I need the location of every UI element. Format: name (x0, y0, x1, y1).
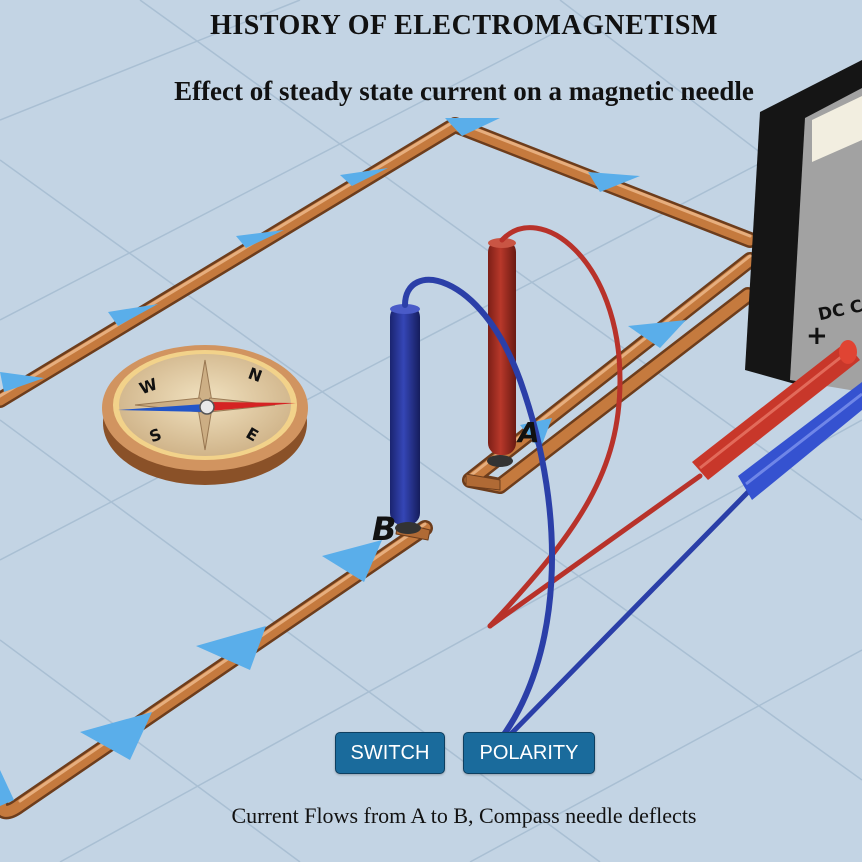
red-lead-wire (487, 225, 623, 629)
current-arrow (0, 372, 44, 392)
terminal-a-label: A (516, 416, 540, 449)
page-subtitle: Effect of steady state current on a magn… (174, 76, 754, 106)
current-arrow (322, 540, 382, 582)
copper-wire-loop (0, 117, 758, 820)
current-arrow (80, 712, 152, 760)
page-title: HISTORY OF ELECTROMAGNETISM (210, 10, 718, 41)
current-arrow (236, 230, 284, 248)
red-lead-plug (692, 340, 860, 480)
compass-letter-w: W (137, 374, 160, 398)
red-terminal-rod (487, 238, 516, 467)
switch-button[interactable]: SWITCH (335, 732, 445, 774)
current-arrows (0, 118, 686, 806)
compass-letter-n: N (246, 364, 265, 386)
polarity-button[interactable]: POLARITY (463, 732, 595, 774)
compass: W N S E (102, 345, 308, 485)
power-supply-plus: + (806, 321, 828, 351)
red-lead-wire-plug (487, 473, 703, 629)
dc-power-supply: DC C + (745, 60, 862, 392)
terminal-b-label: B (372, 510, 396, 548)
current-arrow (445, 118, 500, 136)
current-arrow (588, 172, 640, 192)
status-message: Current Flows from A to B, Compass needl… (231, 803, 697, 828)
current-arrow (340, 168, 388, 186)
blue-lead-plug (738, 382, 862, 500)
current-arrow (196, 626, 266, 670)
blue-lead-wire-plug (502, 487, 753, 743)
current-arrow (628, 320, 686, 348)
blue-terminal-rod (390, 304, 421, 534)
compass-needle (118, 399, 296, 415)
current-arrow (0, 770, 14, 806)
blue-lead-wire (402, 276, 555, 743)
current-arrow (108, 304, 158, 326)
